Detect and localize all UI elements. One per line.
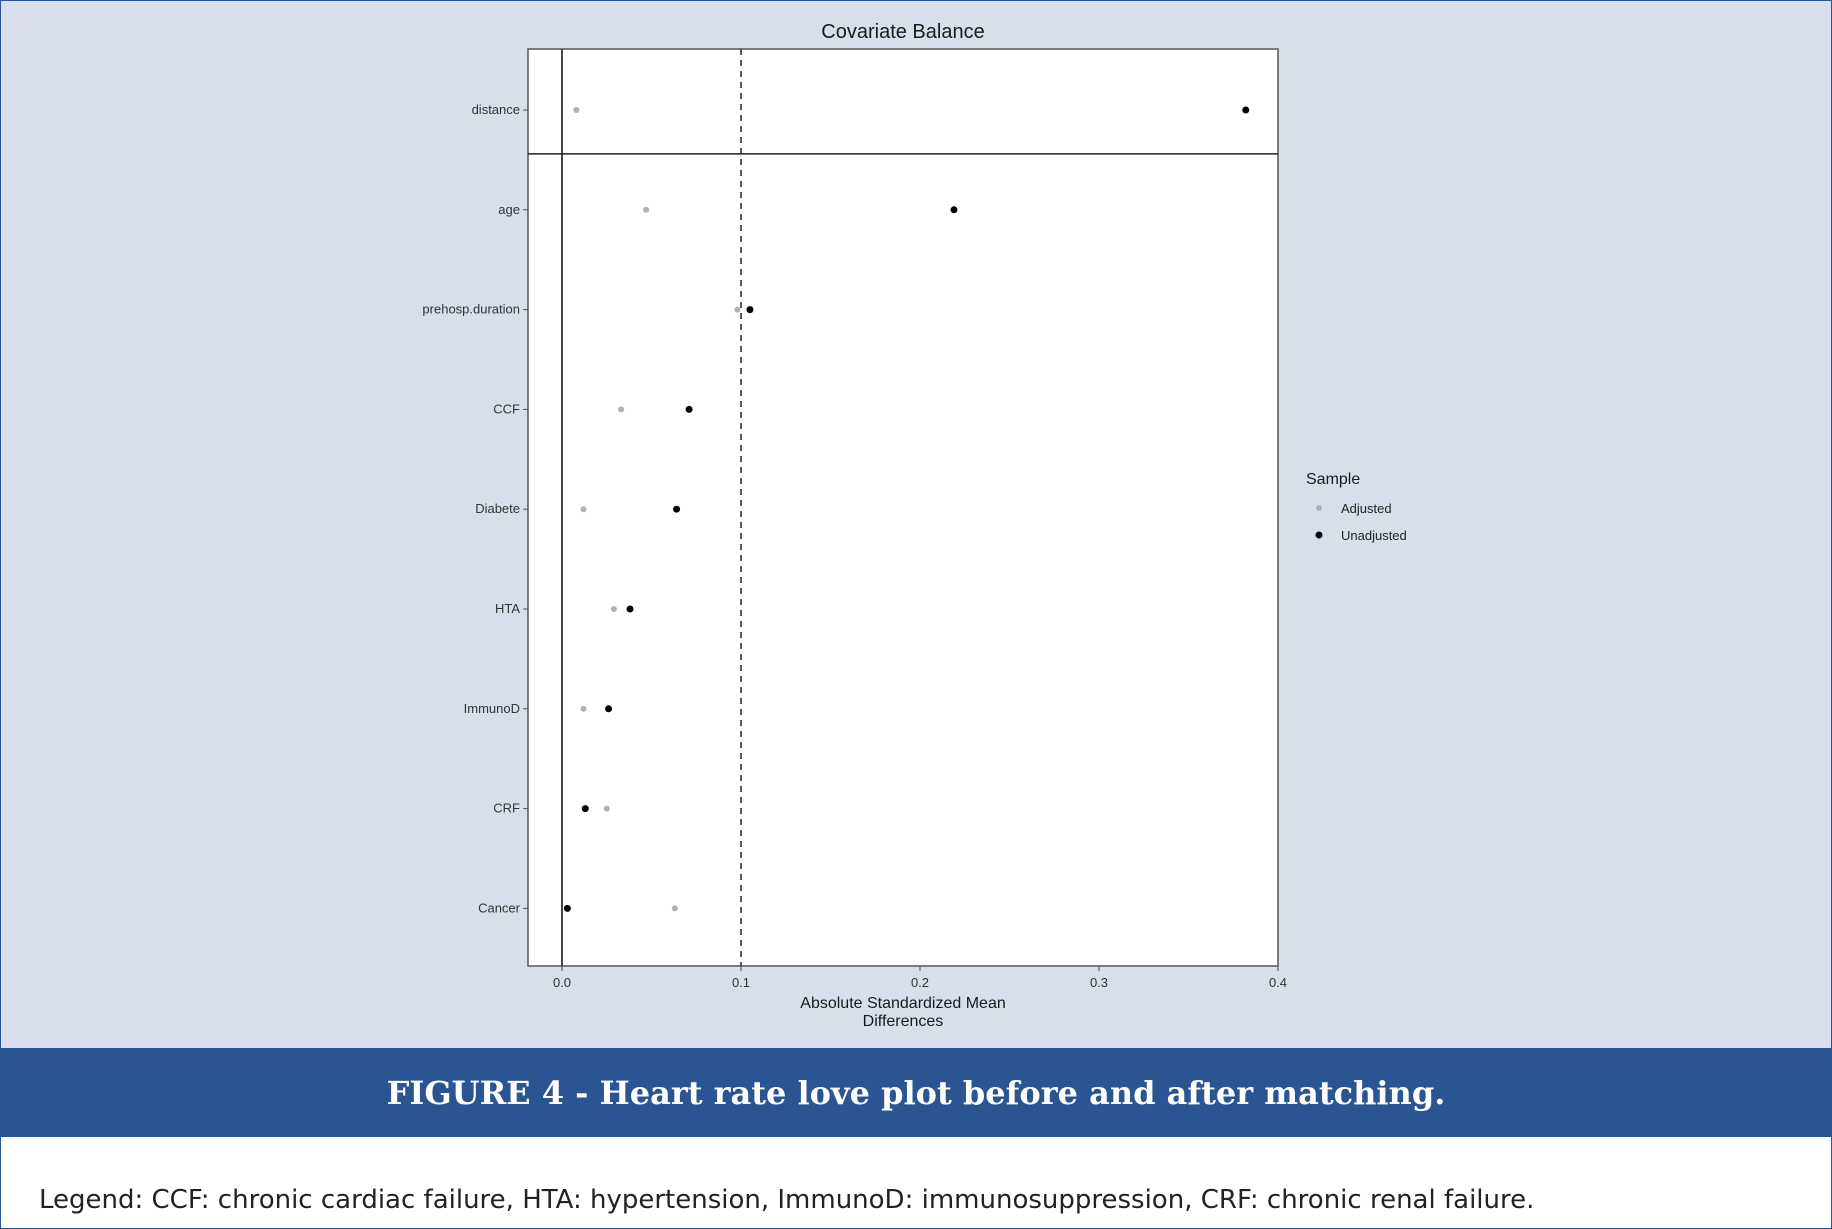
plot-area: Covariate Balance distance age prehosp.dur… xyxy=(1,1,1831,1048)
legend-key-unadjusted xyxy=(1315,531,1323,539)
point-adjusted-ImmunoD xyxy=(580,705,587,712)
point-unadjusted-CRF xyxy=(581,805,589,813)
y-tick-label-ImmunoD: ImmunoD xyxy=(464,701,520,716)
point-unadjusted-age xyxy=(950,206,958,214)
x-axis-title-line-2: Differences xyxy=(863,1013,944,1030)
figure-caption: FIGURE 4 - Heart rate love plot before a… xyxy=(386,1073,1446,1112)
point-unadjusted-ImmunoD xyxy=(605,705,613,713)
y-tick-label-prehosp.duration: prehosp.duration xyxy=(422,302,520,317)
chart-title: Covariate Balance xyxy=(821,21,984,43)
point-adjusted-HTA xyxy=(610,606,617,612)
x-tick-label-0.0: 0.0 xyxy=(553,975,571,990)
point-unadjusted-Cancer xyxy=(563,904,571,912)
y-tick-label-Diabete: Diabete xyxy=(475,501,520,516)
love-plot-chart: Covariate Balance distance age prehosp.dur… xyxy=(422,21,1407,1030)
point-adjusted-distance xyxy=(573,107,580,113)
point-unadjusted-distance xyxy=(1242,106,1250,114)
x-axis-title-line-1: Absolute Standardized Mean xyxy=(800,995,1005,1012)
y-tick-label-distance: distance xyxy=(472,102,520,117)
y-tick-label-CRF: CRF xyxy=(493,801,520,816)
point-adjusted-prehosp.duration xyxy=(734,306,741,313)
point-adjusted-Diabete xyxy=(580,506,587,513)
point-unadjusted-CCF xyxy=(685,405,693,413)
point-adjusted-age xyxy=(643,206,650,213)
footnote-text: Legend: CCF: chronic cardiac failure, HT… xyxy=(39,1185,1535,1215)
point-unadjusted-prehosp.duration xyxy=(746,306,754,314)
legend-title: Sample xyxy=(1306,471,1360,488)
legend: Sample Adjusted Unadjusted xyxy=(1306,471,1407,543)
footnote-area: Legend: CCF: chronic cardiac failure, HT… xyxy=(1,1137,1831,1228)
x-tick-label-0.3: 0.3 xyxy=(1090,975,1108,990)
y-tick-label-Cancer: Cancer xyxy=(478,900,521,915)
y-tick-label-age: age xyxy=(498,202,520,217)
point-adjusted-Cancer xyxy=(671,905,678,912)
legend-key-adjusted xyxy=(1316,505,1322,511)
plot-panel xyxy=(527,48,1279,967)
point-adjusted-CCF xyxy=(618,406,625,413)
point-unadjusted-Diabete xyxy=(673,505,681,513)
legend-label-adjusted: Adjusted xyxy=(1341,501,1392,516)
x-tick-label-0.4: 0.4 xyxy=(1269,975,1287,990)
caption-bar: FIGURE 4 - Heart rate love plot before a… xyxy=(1,1048,1831,1137)
legend-label-unadjusted: Unadjusted xyxy=(1341,528,1407,543)
y-tick-label-HTA: HTA xyxy=(495,601,520,616)
point-unadjusted-HTA xyxy=(626,605,634,613)
point-adjusted-CRF xyxy=(603,805,610,812)
y-tick-label-CCF: CCF xyxy=(493,401,520,416)
x-tick-label-0.2: 0.2 xyxy=(911,975,929,990)
x-tick-label-0.1: 0.1 xyxy=(732,975,750,990)
